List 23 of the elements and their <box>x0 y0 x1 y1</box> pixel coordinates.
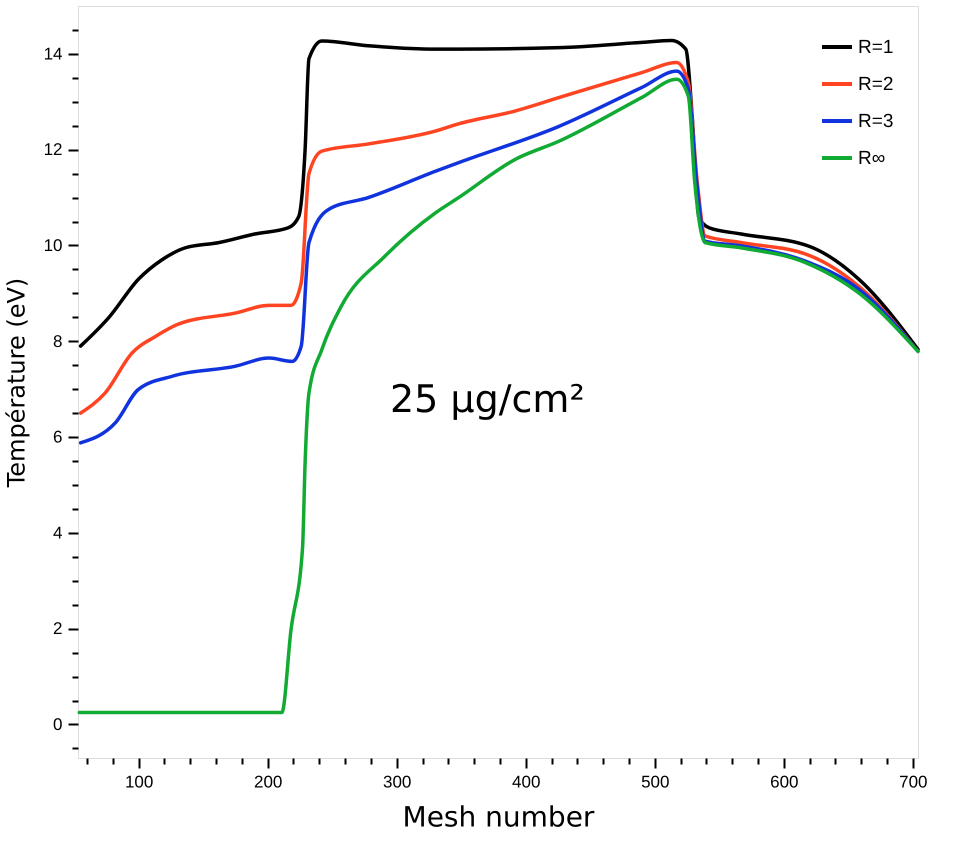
y-tick-label: 4 <box>53 523 62 542</box>
y-tick-label: 0 <box>53 714 62 734</box>
annotation: 25 μg/cm² <box>390 377 585 421</box>
y-tick-label: 2 <box>53 619 62 638</box>
line-series <box>78 78 920 714</box>
x-tick-label: 700 <box>899 772 928 792</box>
x-tick-label: 400 <box>512 772 540 792</box>
legend-label: R∞ <box>858 148 886 169</box>
y-axis-title: Température (eV) <box>2 278 31 488</box>
y-tick-label: 8 <box>53 332 62 351</box>
legend-label: R=2 <box>858 74 894 95</box>
legend-label: R=3 <box>858 111 894 132</box>
x-tick-label: 100 <box>124 772 154 792</box>
x-tick-label: 500 <box>641 772 670 792</box>
y-tick-label: 12 <box>44 140 62 160</box>
x-tick-label: 300 <box>383 772 412 792</box>
y-tick-label: 6 <box>53 428 62 447</box>
y-tick-label: 14 <box>44 44 62 64</box>
x-tick-label: 200 <box>254 772 282 792</box>
y-tick-label: 10 <box>44 236 62 255</box>
legend-label: R=1 <box>858 37 894 58</box>
x-axis-title: Mesh number <box>402 800 595 834</box>
x-tick-label: 600 <box>770 772 798 792</box>
